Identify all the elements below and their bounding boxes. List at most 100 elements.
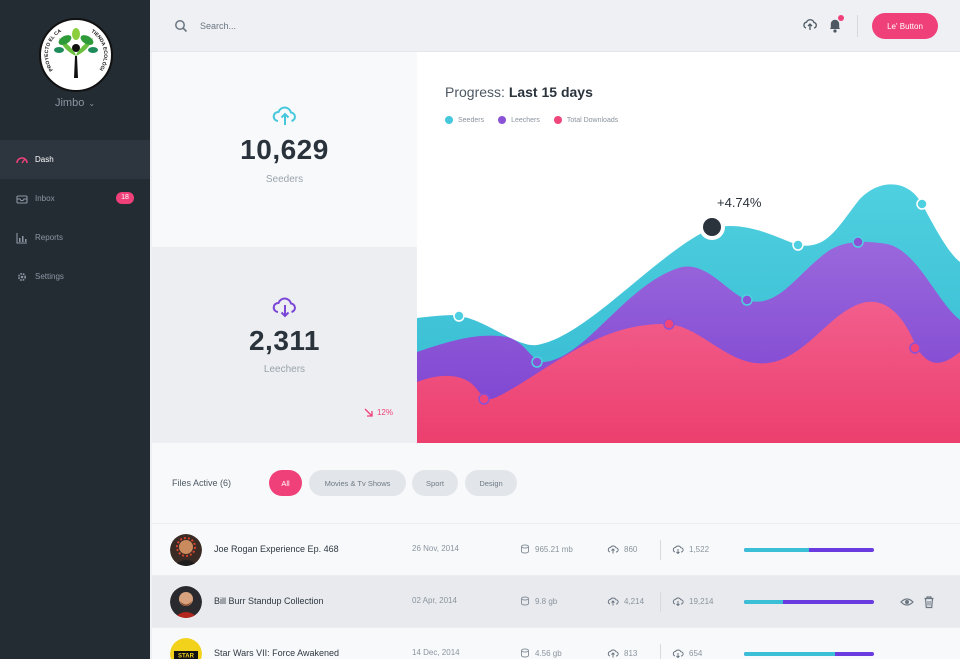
legend-dot [498,116,507,124]
filter-design[interactable]: Design [465,470,517,496]
sidebar-item-label: Reports [35,233,64,242]
logo[interactable]: PROYECTO EL CASAR TIENDA ECOLÓGICA [39,18,113,92]
data-point[interactable] [741,294,753,306]
progress-fill [744,600,783,604]
table-row[interactable]: Joe Rogan Experience Ep. 468 26 Nov, 201… [152,523,960,575]
legend-dot [445,116,453,124]
cloud-upload-icon [272,106,296,125]
chart-title: Progress: Last 15 days [445,84,593,100]
seeders-value: 10,629 [240,134,329,165]
progress-bar [744,548,874,552]
reports-icon [16,232,28,244]
cloud-download-icon [672,649,684,658]
inbox-icon [16,193,28,205]
file-downloads: 19,214 [672,596,713,606]
divider [857,15,858,37]
filter-sport[interactable]: Sport [412,470,458,496]
database-icon [521,648,529,658]
cloud-upload-icon [607,649,619,658]
sidebar-item-dash[interactable]: Dash [0,140,150,179]
highlight-point[interactable] [703,218,721,236]
chart-annotation: +4.74% [717,195,762,210]
sidebar-item-inbox[interactable]: Inbox 18 [0,179,150,218]
avatar [170,586,202,618]
data-point[interactable] [852,236,864,248]
file-size-value: 9.8 gb [535,596,558,606]
file-date: 26 Nov, 2014 [412,544,459,553]
downloads-points [478,318,921,405]
file-size: 965.21 mb [520,544,573,554]
chart-title-main: Last 15 days [508,84,593,100]
sidebar-item-label: Inbox [35,194,55,203]
file-name[interactable]: Star Wars VII: Force Awakened [214,648,340,658]
trend-down-icon [364,408,373,417]
user-menu[interactable]: Jimbo ⌄ [0,97,150,109]
legend-dot [553,116,562,124]
legend-item-leechers[interactable]: Leechers [498,116,540,124]
inbox-badge: 18 [116,192,134,204]
cloud-upload-icon[interactable] [802,17,818,33]
table-row[interactable]: STAR Star Wars VII: Force Awakened 14 De… [152,627,960,659]
sidebar-item-label: Settings [35,272,64,281]
notification-dot [838,15,844,21]
filter-movies[interactable]: Movies & Tv Shows [309,470,406,496]
filter-all[interactable]: All [269,470,302,496]
le-button[interactable]: Le' Button [872,13,938,39]
upload-count: 813 [624,648,638,658]
search-icon[interactable] [174,19,188,33]
legend-item-seeders[interactable]: Seeders [445,116,484,124]
legend-label: Total Downloads [566,116,619,124]
data-point[interactable] [792,239,804,251]
legend-label: Leechers [511,116,540,124]
sidebar-item-settings[interactable]: Settings [0,257,150,296]
divider [660,644,661,659]
cloud-upload-icon [607,545,619,554]
data-point[interactable] [531,356,543,368]
file-date: 02 Apr, 2014 [412,596,457,605]
file-uploads: 4,214 [607,596,644,606]
file-name[interactable]: Bill Burr Standup Collection [214,596,324,606]
leechers-points [531,236,864,368]
sidebar: PROYECTO EL CASAR TIENDA ECOLÓGICA Jimbo… [0,0,150,659]
leechers-trend: 12% [364,408,393,417]
database-icon [521,596,529,606]
chevron-down-icon: ⌄ [88,99,96,108]
sidebar-nav: Dash Inbox 18 Reports Settings [0,140,150,296]
cloud-download-icon [672,597,684,606]
data-point[interactable] [909,342,921,354]
trend-value: 12% [376,408,393,417]
downloads-area [417,301,960,443]
legend-item-downloads[interactable]: Total Downloads [553,116,619,124]
divider [660,540,661,560]
leechers-value: 2,311 [248,325,321,356]
search-input[interactable] [200,16,460,36]
file-uploads: 860 [607,544,637,554]
table-row[interactable]: Bill Burr Standup Collection 02 Apr, 201… [152,575,960,627]
files-title: Files Active (6) [172,478,232,488]
file-size: 9.8 gb [520,596,557,606]
data-point[interactable] [663,318,675,330]
cloud-download-icon [672,545,684,554]
upload-count: 4,214 [624,596,645,606]
eye-icon[interactable] [900,595,914,609]
data-point[interactable] [453,310,465,322]
progress-fill [744,652,835,656]
avatar: STAR [170,638,202,659]
bell-icon[interactable] [827,16,843,34]
data-point[interactable] [478,393,490,405]
file-uploads: 813 [607,648,637,658]
dashboard-icon [16,154,28,166]
file-downloads: 654 [672,648,702,658]
cloud-download-icon [272,297,296,318]
file-size-value: 965.21 mb [535,544,573,554]
seeders-label: Seeders [265,174,304,185]
legend-label: Seeders [458,116,485,124]
sidebar-item-reports[interactable]: Reports [0,218,150,257]
database-icon [521,544,529,554]
trash-icon[interactable] [922,595,936,609]
data-point[interactable] [916,198,928,210]
chart-legend: Seeders Leechers Total Downloads [445,116,618,124]
top-bar: Le' Button [150,0,960,52]
avatar [170,534,202,566]
file-name[interactable]: Joe Rogan Experience Ep. 468 [214,544,339,554]
